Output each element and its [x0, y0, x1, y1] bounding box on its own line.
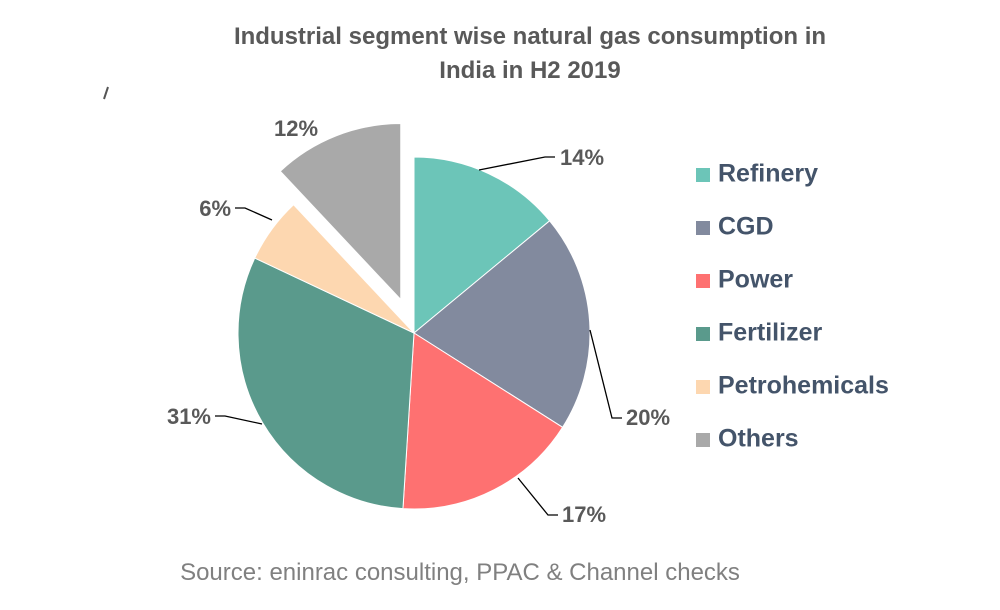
pie-slice-others: [279, 123, 402, 301]
legend-swatch-power: [696, 274, 710, 288]
legend-swatch-cgd: [696, 221, 710, 235]
legend-item-cgd: CGD: [696, 213, 774, 241]
legend-swatch-others: [696, 433, 710, 447]
legend-swatch-fertilizer: [696, 327, 710, 341]
pie-slice-refinery: [413, 156, 551, 335]
legend-label-petrohemicals: Petrohemicals: [718, 372, 889, 400]
legend-label-power: Power: [718, 266, 793, 294]
pie-slice-petrohemicals: [254, 203, 415, 334]
data-label-cgd: 20%: [626, 405, 670, 430]
leader-line-petrohemicals: [235, 207, 273, 221]
leader-line-cgd: [589, 329, 622, 419]
source-note: Source: eninrac consulting, PPAC & Chann…: [180, 559, 740, 586]
leader-line-power: [517, 477, 558, 516]
legend-label-others: Others: [718, 425, 799, 453]
leader-line-fertilizer: [215, 415, 263, 425]
stray-mark: [103, 86, 109, 100]
data-label-petrohemicals: 6%: [199, 196, 231, 221]
pie-slice-fertilizer: [237, 257, 415, 510]
data-label-fertilizer: 31%: [167, 404, 211, 429]
legend-item-refinery: Refinery: [696, 160, 818, 188]
leader-line-refinery: [478, 156, 555, 171]
pie-slice-power: [402, 332, 564, 510]
legend-label-cgd: CGD: [718, 213, 774, 241]
legend-label-fertilizer: Fertilizer: [718, 319, 822, 347]
legend-swatch-petrohemicals: [696, 380, 710, 394]
legend-item-others: Others: [696, 425, 799, 453]
legend-swatch-refinery: [696, 168, 710, 182]
data-label-refinery: 14%: [560, 145, 604, 170]
legend-item-fertilizer: Fertilizer: [696, 319, 822, 347]
data-label-others: 12%: [274, 116, 318, 141]
data-label-power: 17%: [562, 502, 606, 527]
pie-slice-cgd: [413, 220, 591, 428]
legend-item-power: Power: [696, 266, 793, 294]
chart-title-line-2: India in H2 2019: [439, 57, 620, 84]
legend-label-refinery: Refinery: [718, 160, 818, 188]
chart-title-line-1: Industrial segment wise natural gas cons…: [234, 23, 826, 50]
legend-item-petrohemicals: Petrohemicals: [696, 372, 889, 400]
